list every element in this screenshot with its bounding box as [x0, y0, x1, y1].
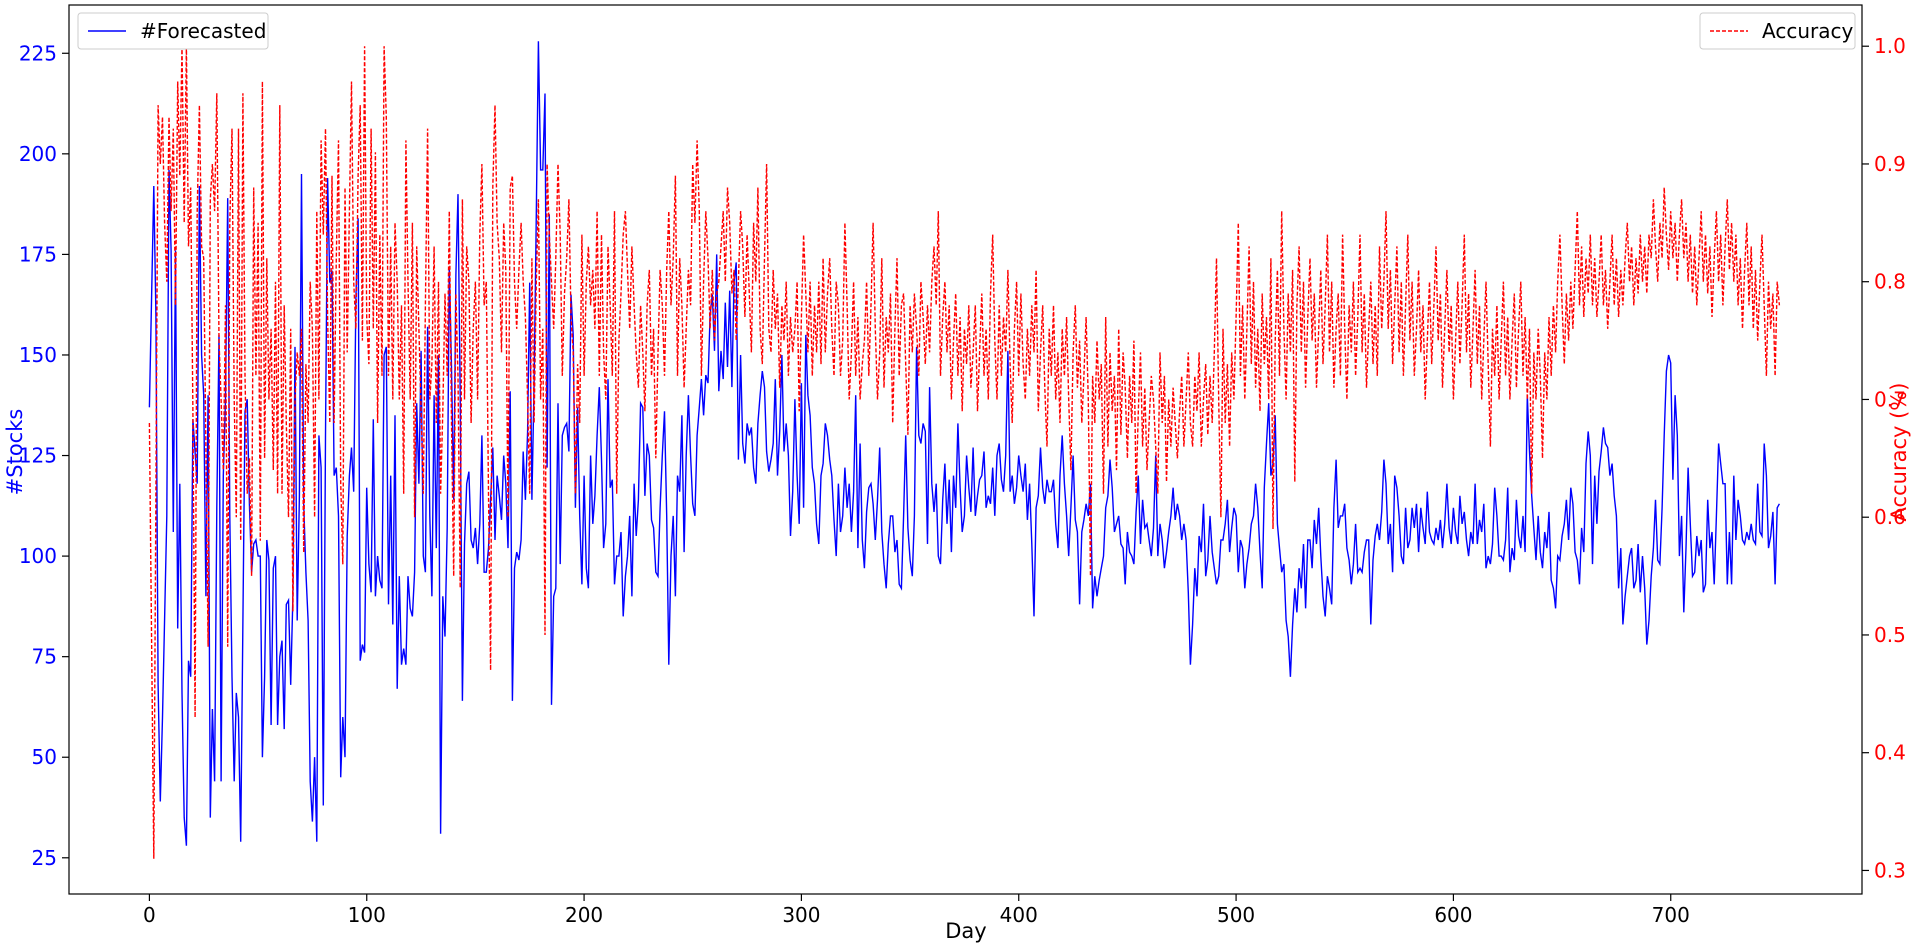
x-tick-label: 200 [565, 903, 603, 927]
y-right-tick-label: 1.0 [1874, 34, 1906, 58]
series-line-accuracy [148, 46, 1781, 859]
y-right-tick-label: 0.3 [1874, 858, 1906, 882]
y-left-tick-label: 25 [32, 846, 57, 870]
y-left-tick-label: 125 [19, 444, 57, 468]
y-left-tick-label: 200 [19, 142, 57, 166]
y-right-axis-ticks: 0.3 0.4 0.5 0.6 0.7 0.8 0.9 1.0 [1862, 34, 1906, 882]
y-left-tick-label: 225 [19, 41, 57, 65]
x-tick-label: 100 [348, 903, 386, 927]
x-axis-title: Day [945, 919, 986, 943]
y-right-tick-label: 0.8 [1874, 270, 1906, 294]
legend-box [77, 12, 269, 50]
y-left-tick-label: 50 [32, 745, 57, 769]
plot-area [68, 4, 1863, 895]
y-right-axis-title: Accuracy (%) [1887, 383, 1911, 522]
x-tick-label: 400 [1000, 903, 1038, 927]
y-left-tick-label: 175 [19, 242, 57, 266]
x-tick-label: 300 [782, 903, 820, 927]
legend-accuracy: Accuracy [1699, 12, 1856, 50]
y-left-axis-ticks: 25 50 75 100 125 150 175 200 225 [19, 41, 69, 870]
x-axis-ticks: 0 100 200 300 400 500 600 700 [143, 894, 1690, 927]
legend-box [1699, 12, 1856, 50]
x-tick-label: 500 [1217, 903, 1255, 927]
y-right-tick-label: 0.5 [1874, 623, 1906, 647]
y-right-tick-label: 0.6 [1874, 505, 1906, 529]
y-left-axis-title: #Stocks [3, 409, 27, 496]
x-tick-label: 700 [1652, 903, 1690, 927]
legend-label-accuracy: Accuracy [1762, 19, 1853, 43]
y-right-tick-label: 0.9 [1874, 152, 1906, 176]
legend-forecasted: #Forecasted [77, 12, 269, 50]
y-right-tick-label: 0.7 [1874, 387, 1906, 411]
y-left-tick-label: 100 [19, 544, 57, 568]
y-right-tick-label: 0.4 [1874, 741, 1906, 765]
y-left-tick-label: 75 [32, 645, 57, 669]
series-line-forecasted [148, 41, 1781, 846]
x-tick-label: 600 [1434, 903, 1472, 927]
legend-label-forecasted: #Forecasted [140, 19, 266, 43]
x-tick-label: 0 [143, 903, 156, 927]
series-layer [148, 41, 1781, 859]
y-left-tick-label: 150 [19, 343, 57, 367]
